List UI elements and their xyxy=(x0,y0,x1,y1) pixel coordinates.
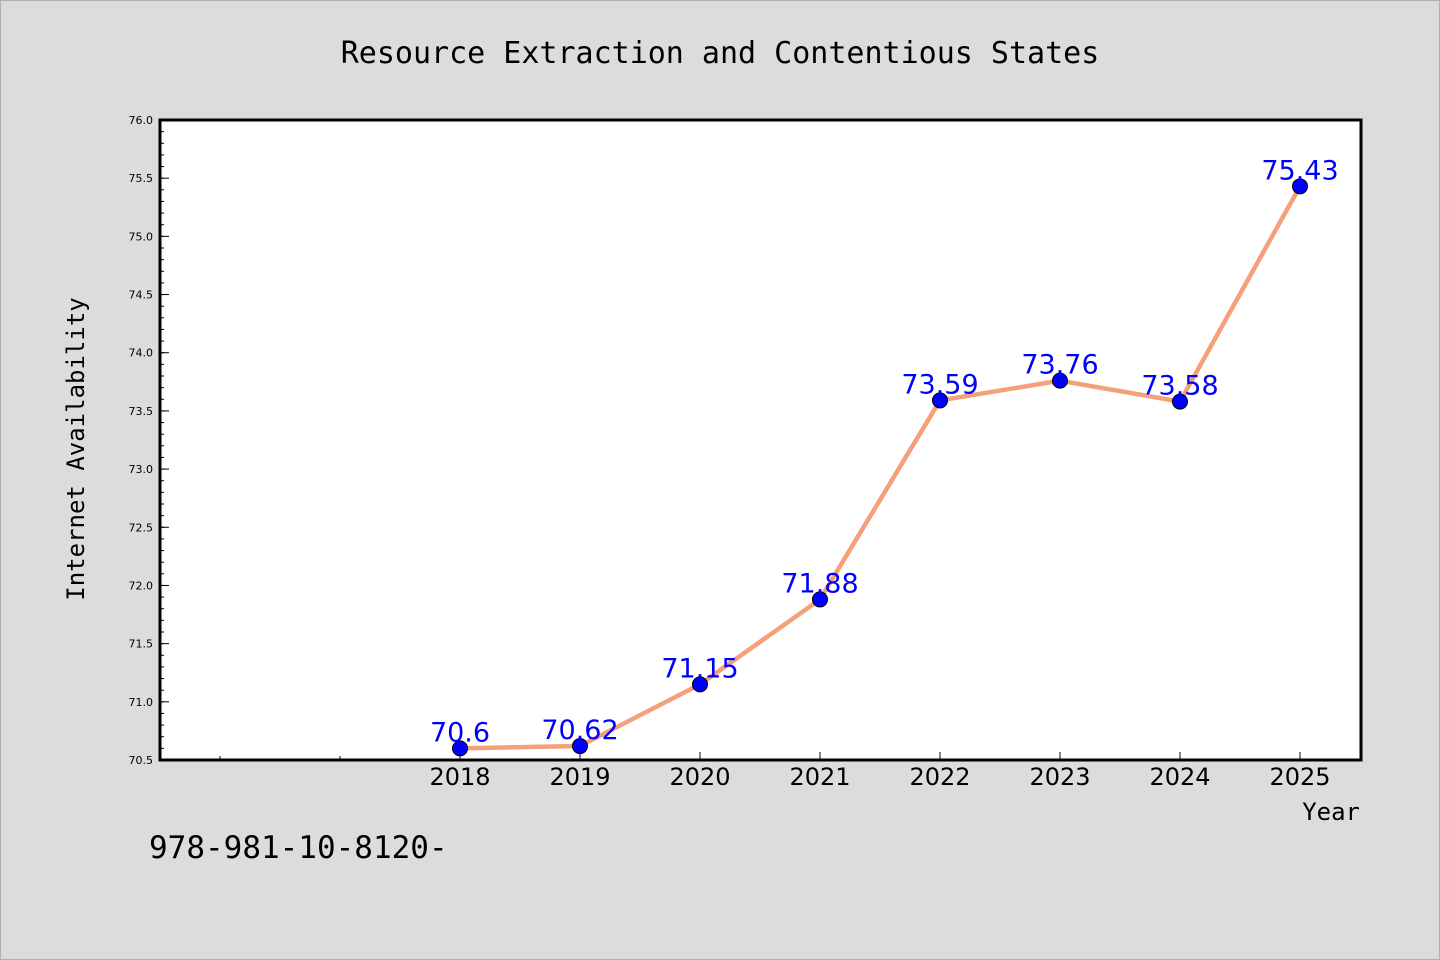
x-tick-label: 2018 xyxy=(429,763,490,791)
data-label: 71.15 xyxy=(661,653,738,684)
x-axis: 2018 2019 2020 2021 2022 2023 2024 2025 xyxy=(219,752,1331,791)
y-tick-label: 76.0 xyxy=(129,114,154,127)
y-tick-label: 73.5 xyxy=(129,405,154,418)
data-label: 73.76 xyxy=(1021,350,1098,381)
y-tick-label: 71.5 xyxy=(129,638,154,651)
y-tick-label: 72.5 xyxy=(129,521,154,534)
data-point-marker xyxy=(572,738,588,755)
y-tick-label: 75.0 xyxy=(129,230,154,243)
y-tick-label: 70.5 xyxy=(129,754,154,767)
y-tick-label: 75.5 xyxy=(129,172,154,185)
data-labels: 70.6 70.62 71.15 71.88 73.59 73.76 73.58 75.43 xyxy=(430,155,1339,748)
y-tick-label: 74.5 xyxy=(129,289,154,302)
data-label: 70.6 xyxy=(430,717,490,748)
footer-isbn-text: 978-981-10-8120- xyxy=(149,830,448,866)
x-tick-label: 2023 xyxy=(1029,763,1090,791)
data-label: 75.43 xyxy=(1261,155,1338,186)
y-tick-label: 74.0 xyxy=(129,347,154,360)
data-point-marker xyxy=(932,392,948,409)
data-point-marker xyxy=(1052,372,1068,389)
series-line xyxy=(457,184,1303,751)
y-axis-title: Internet Availability xyxy=(62,297,90,600)
x-tick-label: 2022 xyxy=(909,763,970,791)
data-label: 71.88 xyxy=(781,568,858,599)
x-tick-label: 2021 xyxy=(789,763,850,791)
data-point-marker xyxy=(812,591,828,608)
plot-area xyxy=(158,118,1363,762)
x-tick-label: 2025 xyxy=(1269,763,1330,791)
y-tick-label: 71.0 xyxy=(129,696,154,709)
data-point-marker xyxy=(692,676,708,693)
data-point-marker xyxy=(1292,178,1308,195)
chart-title: Resource Extraction and Contentious Stat… xyxy=(341,36,1100,71)
y-axis: 70.5 71.0 71.5 72.0 72.5 73.0 73.5 74.0 74.5 75.0… xyxy=(129,114,169,767)
data-label: 70.62 xyxy=(541,715,618,746)
x-tick-label: 2019 xyxy=(549,763,610,791)
data-label: 73.58 xyxy=(1141,371,1218,402)
data-point-marker xyxy=(452,740,468,757)
series-markers xyxy=(452,178,1308,757)
x-tick-label: 2020 xyxy=(669,763,730,791)
data-label: 73.59 xyxy=(901,369,978,400)
x-tick-label: 2024 xyxy=(1149,763,1210,791)
y-tick-label: 72.0 xyxy=(129,579,154,592)
x-axis-title: Year xyxy=(1302,798,1360,826)
y-tick-label: 73.0 xyxy=(129,463,154,476)
data-point-marker xyxy=(1172,393,1188,410)
series-polyline xyxy=(457,184,1303,751)
